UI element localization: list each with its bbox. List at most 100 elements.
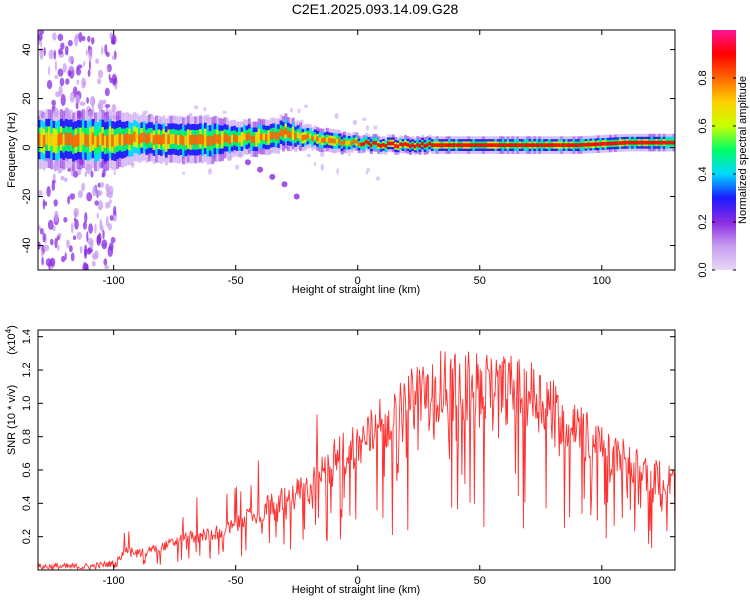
snr-series-line <box>38 350 675 570</box>
snr-y-tick-label: 0.8 <box>21 429 33 444</box>
heatmap-ridge-cell <box>182 135 185 146</box>
heatmap-noise-cell <box>57 68 64 77</box>
heatmap-x-tick-label: 50 <box>474 275 486 287</box>
heatmap-noise-cell <box>84 249 87 259</box>
heatmap-ridge-cell <box>52 134 56 147</box>
heatmap-ridge-cell <box>289 131 293 139</box>
heatmap-x-tick-label: -100 <box>103 275 125 287</box>
heatmap-ridge-cell <box>69 132 73 145</box>
heatmap-ridge-cell <box>155 134 159 144</box>
heatmap-ridge-cell <box>326 137 329 142</box>
heatmap-ridge-cell <box>138 134 142 145</box>
heatmap-noise-cell <box>70 222 74 234</box>
heatmap-noise-cell <box>44 201 48 206</box>
colorbar-tick-label: 0.2 <box>697 214 709 229</box>
heatmap-ridge-cell <box>382 143 386 147</box>
heatmap-ridge-cell <box>399 142 403 147</box>
heatmap-ridge-cell <box>553 143 556 147</box>
heatmap-noise-cell <box>54 210 59 223</box>
heatmap-noise-cell <box>57 233 62 238</box>
heatmap-noise-cell <box>42 198 46 210</box>
heatmap-ridge-cell <box>286 130 290 138</box>
heatmap-noise-cell <box>94 250 99 260</box>
heatmap-noise-cell <box>64 177 68 183</box>
heatmap-ridge-cell <box>169 134 173 145</box>
heatmap-ridge-cell <box>618 141 622 145</box>
heatmap-ridge-cell <box>321 137 325 143</box>
heatmap-ridge-cell <box>269 132 273 140</box>
heatmap-ridge-cell <box>413 144 417 149</box>
heatmap-ridge-cell <box>145 134 149 145</box>
heatmap-ridge-cell <box>494 143 498 147</box>
heatmap-noise-cell <box>85 263 89 270</box>
heatmap-noise-cell <box>97 103 102 110</box>
heatmap-ridge-cell <box>369 143 373 148</box>
heatmap-ridge-cell <box>81 132 85 145</box>
heatmap-noise-cell <box>362 117 367 122</box>
heatmap-ridge-cell <box>72 135 76 148</box>
heatmap-noise-cell <box>86 192 93 202</box>
heatmap-ridge-cell <box>348 140 351 145</box>
heatmap-ridge-cell <box>465 143 469 147</box>
heatmap-ridge-cell <box>633 140 637 145</box>
heatmap-noise-cell <box>73 170 79 178</box>
colorbar-tick-label: 0.0 <box>697 262 709 277</box>
heatmap-noise-cell <box>182 171 186 175</box>
heatmap-ridge-cell <box>426 143 430 147</box>
heatmap-ridge-cell <box>99 132 102 145</box>
heatmap-noise-cell <box>65 45 69 54</box>
heatmap-noise-cell <box>75 68 82 76</box>
heatmap-noise-cell <box>64 252 67 261</box>
heatmap-ridge-cell <box>384 144 388 148</box>
heatmap-ridge-cell <box>252 135 256 143</box>
heatmap-ridge-cell <box>587 142 591 147</box>
heatmap-ridge-cell <box>609 141 613 146</box>
heatmap-ridge-cell <box>47 132 51 145</box>
heatmap-ridge-cell <box>389 141 393 146</box>
heatmap-ridge-cell <box>665 140 669 145</box>
heatmap-ridge-cell <box>477 143 481 147</box>
heatmap-ridge-cell <box>196 134 200 145</box>
heatmap-noise-cell <box>73 207 79 218</box>
heatmap-noise-cell <box>54 74 59 79</box>
heatmap-panel: -100 -50 0 50 100 40 20 0 -20 -40 Height of stra… <box>6 29 676 296</box>
heatmap-noise-cell <box>107 245 114 257</box>
heatmap-ridge-cell <box>543 143 547 147</box>
heatmap-noise-cell <box>57 244 60 251</box>
heatmap-noise-cell <box>46 186 51 197</box>
heatmap-noise-cell <box>96 234 99 244</box>
heatmap-ridge-cell <box>121 134 124 146</box>
heatmap-ridge-cell <box>391 141 395 146</box>
heatmap-ridge-cell <box>513 143 517 147</box>
heatmap-ridge-cell <box>228 136 232 145</box>
heatmap-noise-cell <box>375 176 381 181</box>
heatmap-noise-cell <box>48 49 55 60</box>
heatmap-ridge-cell <box>570 143 574 147</box>
heatmap-ridge-cell <box>272 131 276 139</box>
heatmap-ridge-cell <box>265 134 268 142</box>
heatmap-ridge-cell <box>299 133 303 140</box>
heatmap-ridge-cell <box>318 137 322 143</box>
heatmap-ridge-cell <box>323 137 327 143</box>
figure-title: C2E1.2025.093.14.09.G28 <box>292 1 459 17</box>
heatmap-ridge-cell <box>516 143 520 147</box>
heatmap-ridge-cell <box>250 135 254 143</box>
heatmap-noise-cell <box>57 33 64 42</box>
heatmap-ridge-cell <box>91 132 95 145</box>
heatmap-noise-cell <box>60 175 65 181</box>
heatmap-x-ticks: -100 -50 0 50 100 <box>103 30 611 287</box>
heatmap-noise-cell <box>306 154 311 158</box>
heatmap-noise-cell <box>53 49 57 60</box>
heatmap-noise-cell <box>69 91 75 103</box>
heatmap-ridge-cell <box>140 133 144 143</box>
heatmap-noise-cell <box>60 94 66 106</box>
heatmap-ridge-cell <box>501 143 505 147</box>
heatmap-noise-cell <box>103 258 108 266</box>
heatmap-noise-cell <box>111 104 117 113</box>
colorbar-scale <box>712 30 736 270</box>
heatmap-ridge-cell <box>204 133 207 144</box>
snr-x-tick-label: 100 <box>593 575 611 587</box>
heatmap-ridge-cell <box>540 143 544 147</box>
heatmap-ridge-cell <box>443 143 447 147</box>
heatmap-ridge-cell <box>482 143 486 147</box>
